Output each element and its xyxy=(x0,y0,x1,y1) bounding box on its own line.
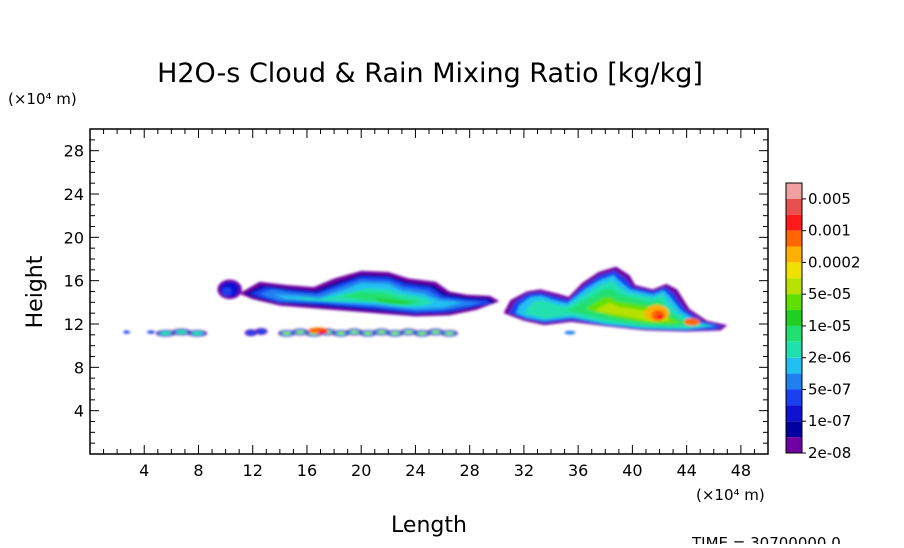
colorbar-swatch xyxy=(786,405,802,422)
colorbar-swatch xyxy=(786,198,802,215)
low-cloud-cell xyxy=(160,331,172,336)
low-cloud-cell xyxy=(405,330,412,334)
colorbar-swatch xyxy=(786,310,802,326)
x-tick-label: 24 xyxy=(405,461,425,480)
x-tick-label: 20 xyxy=(351,461,371,480)
x-tick-label: 8 xyxy=(193,461,203,480)
low-cloud-cell xyxy=(564,330,576,335)
x-axis: 4 8 12 16 20 24 28 32 36 40 44 48 xyxy=(103,129,755,480)
cloud-cell xyxy=(222,287,232,296)
y-unit-label: (×10⁴ m) xyxy=(8,90,77,108)
y-tick-label: 16 xyxy=(64,272,84,291)
y-tick-label: 28 xyxy=(64,142,84,161)
colorbar-label: 1e-07 xyxy=(808,412,851,430)
low-cloud-cell xyxy=(338,332,344,335)
colorbar-label: 2e-06 xyxy=(808,349,851,367)
low-cloud-cell xyxy=(318,329,328,334)
cloud-field xyxy=(123,266,728,337)
low-cloud-cell xyxy=(146,330,156,334)
y-tick-label: 24 xyxy=(64,185,84,204)
x-tick-label: 4 xyxy=(139,461,149,480)
low-cloud-cell xyxy=(123,330,131,334)
y-tick-label: 20 xyxy=(64,228,84,247)
low-cloud-cell xyxy=(191,331,203,336)
cloud-cell xyxy=(656,313,663,320)
low-cloud-cell xyxy=(365,332,371,335)
colorbar-swatch xyxy=(786,373,802,390)
low-cloud-cell xyxy=(176,330,188,334)
y-axis: 4 8 12 16 20 24 28 xyxy=(64,139,768,444)
x-tick-label: 36 xyxy=(568,461,588,480)
colorbar-label: 0.005 xyxy=(808,190,851,208)
colorbar-label: 5e-07 xyxy=(808,380,851,398)
colorbar-swatch xyxy=(786,246,802,263)
y-axis-label: Height xyxy=(23,255,48,328)
x-axis-label: Length xyxy=(391,513,467,538)
x-tick-label: 48 xyxy=(731,461,751,480)
colorbar-swatch xyxy=(786,437,802,453)
colorbar-swatch xyxy=(786,278,802,295)
colorbar-frame xyxy=(785,182,803,454)
colorbar-swatch xyxy=(786,357,802,374)
y-tick-label: 12 xyxy=(64,315,84,334)
y-tick-label: 4 xyxy=(74,402,84,421)
x-tick-label: 32 xyxy=(514,461,534,480)
colorbar-swatch xyxy=(786,183,802,199)
colorbar-swatch xyxy=(786,230,802,247)
x-tick-label: 28 xyxy=(460,461,480,480)
x-tick-label: 40 xyxy=(622,461,642,480)
time-label: TIME = 30700000.0 xyxy=(691,534,841,544)
cloud-cell xyxy=(683,318,701,326)
x-unit-label: (×10⁴ m) xyxy=(696,486,765,504)
low-cloud-cell xyxy=(351,330,358,334)
colorbar-legend: 0.005 0.001 0.0002 5e-05 1e-05 2e-06 5e-07 1e-0… xyxy=(785,182,861,462)
x-tick-label: 16 xyxy=(297,461,317,480)
colorbar-label: 0.0002 xyxy=(808,253,861,271)
low-cloud-cell xyxy=(446,332,453,335)
low-cloud-cell xyxy=(378,330,385,334)
low-cloud-cell xyxy=(432,330,439,334)
colorbar-swatch xyxy=(786,262,802,279)
x-tick-label: 44 xyxy=(676,461,696,480)
colorbar-label: 1e-05 xyxy=(808,317,851,335)
colorbar-swatch xyxy=(786,389,802,406)
low-cloud-cell xyxy=(297,330,304,334)
low-cloud-cell xyxy=(392,332,398,335)
colorbar-swatch xyxy=(786,341,802,358)
colorbar-swatch xyxy=(786,325,802,342)
x-tick-label: 12 xyxy=(243,461,263,480)
y-tick-label: 8 xyxy=(74,358,84,377)
colorbar-swatch xyxy=(786,421,802,438)
cloud-core xyxy=(374,298,416,305)
chart-title: H2O-s Cloud & Rain Mixing Ratio [kg/kg] xyxy=(157,58,703,89)
colorbar-label: 2e-08 xyxy=(808,444,851,462)
colorbar-label: 0.001 xyxy=(808,222,851,240)
colorbar-swatch xyxy=(786,214,802,231)
low-cloud-cell xyxy=(419,332,426,335)
low-cloud-cell xyxy=(256,328,267,335)
colorbar-label: 5e-05 xyxy=(808,285,851,303)
colorbar-swatch xyxy=(786,294,802,311)
low-cloud-cell xyxy=(246,330,256,336)
low-cloud-cell xyxy=(283,332,290,335)
